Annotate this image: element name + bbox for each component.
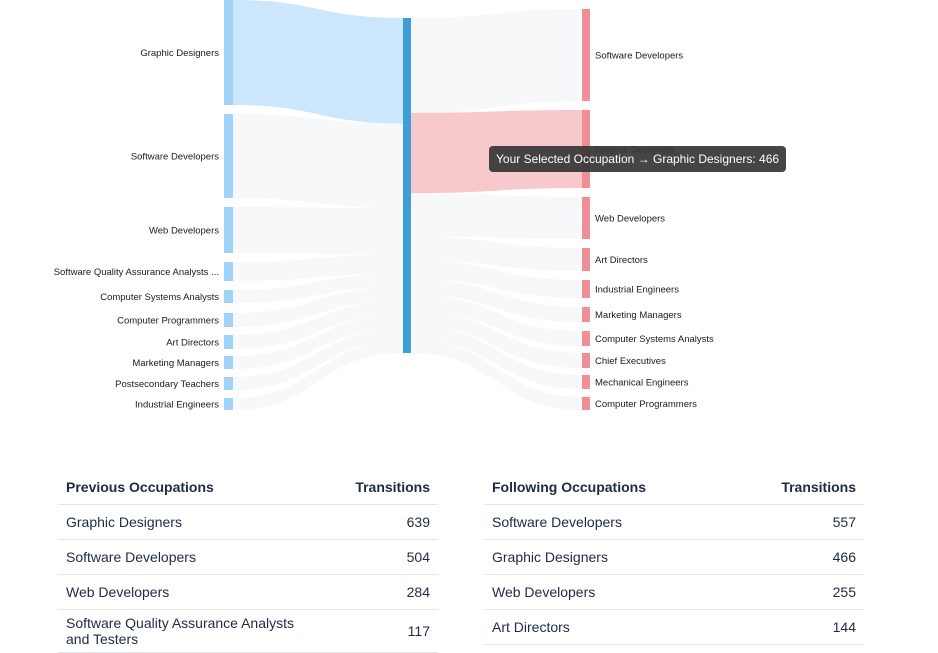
incoming-link[interactable] bbox=[233, 286, 403, 327]
following-occupation-node[interactable] bbox=[582, 280, 590, 298]
outgoing-link[interactable] bbox=[411, 325, 582, 389]
previous-occupation-node[interactable] bbox=[224, 0, 233, 105]
following-occupation-label: Chief Executives bbox=[595, 356, 666, 367]
incoming-link[interactable] bbox=[233, 300, 403, 349]
previous-occupation-node[interactable] bbox=[224, 313, 233, 327]
previous-occupations-table: Previous Occupations Transitions Graphic… bbox=[58, 470, 438, 653]
incoming-link[interactable] bbox=[233, 207, 403, 255]
incoming-link[interactable] bbox=[233, 254, 403, 281]
previous-occupation-label: Software Quality Assurance Analysts ... bbox=[54, 267, 219, 278]
transition-count: 466 bbox=[832, 549, 856, 565]
outgoing-link[interactable] bbox=[411, 294, 582, 346]
following-occupation-label: Software Developers bbox=[595, 51, 683, 62]
incoming-link[interactable] bbox=[233, 114, 403, 209]
previous-occupation-label: Postsecondary Teachers bbox=[115, 379, 219, 390]
center-node[interactable] bbox=[403, 18, 411, 353]
previous-occupation-node[interactable] bbox=[224, 356, 233, 369]
occupation-name: Graphic Designers bbox=[492, 549, 608, 565]
previous-occupation-node[interactable] bbox=[224, 335, 233, 349]
following-occupation-node[interactable] bbox=[582, 197, 590, 239]
outgoing-link[interactable] bbox=[411, 236, 582, 271]
previous-occupation-label: Web Developers bbox=[149, 226, 219, 237]
transition-count: 504 bbox=[406, 549, 430, 565]
previous-occupations-heading: Previous Occupations bbox=[66, 479, 214, 495]
outgoing-link[interactable] bbox=[411, 309, 582, 368]
following-occupation-label: Industrial Engineers bbox=[595, 285, 679, 296]
following-occupation-node[interactable] bbox=[582, 331, 590, 346]
following-occupation-node[interactable] bbox=[582, 353, 590, 368]
following-occupation-node[interactable] bbox=[582, 397, 590, 410]
previous-occupation-label: Computer Systems Analysts bbox=[100, 292, 219, 303]
table-row[interactable]: Graphic Designers 639 bbox=[58, 505, 438, 540]
incoming-link[interactable] bbox=[233, 273, 403, 303]
transitions-heading: Transitions bbox=[781, 479, 856, 495]
following-occupation-label: Mechanical Engineers bbox=[595, 378, 689, 389]
transition-count: 144 bbox=[832, 619, 856, 635]
previous-occupation-node[interactable] bbox=[224, 398, 233, 410]
following-occupation-label: Computer Systems Analysts bbox=[595, 334, 714, 345]
occupation-name: Software Quality Assurance Analysts and … bbox=[66, 615, 294, 647]
following-occupation-label: Art Directors bbox=[595, 255, 648, 266]
previous-table-header: Previous Occupations Transitions bbox=[58, 470, 438, 505]
table-row[interactable]: Art Directors 144 bbox=[484, 610, 864, 645]
following-occupations-heading: Following Occupations bbox=[492, 479, 646, 495]
occupation-name: Art Directors bbox=[492, 619, 570, 635]
sankey-nodes: Graphic Designers Software Developers Web … bbox=[54, 0, 714, 411]
transition-count: 117 bbox=[407, 623, 430, 639]
table-row[interactable]: Software Developers 557 bbox=[484, 505, 864, 540]
previous-occupation-node[interactable] bbox=[224, 262, 233, 281]
table-row[interactable]: Software Developers 504 bbox=[58, 540, 438, 575]
outgoing-link[interactable] bbox=[411, 193, 582, 239]
following-occupation-node[interactable] bbox=[582, 248, 590, 271]
outgoing-link[interactable] bbox=[411, 278, 582, 322]
incoming-link[interactable] bbox=[233, 314, 403, 369]
following-occupation-label: Marketing Managers bbox=[595, 310, 682, 321]
previous-occupation-label: Software Developers bbox=[131, 152, 219, 163]
transition-count: 557 bbox=[832, 514, 856, 530]
previous-occupation-node[interactable] bbox=[224, 290, 233, 303]
table-row[interactable]: Web Developers 284 bbox=[58, 575, 438, 610]
following-occupation-node[interactable] bbox=[582, 307, 590, 322]
previous-occupation-label: Computer Programmers bbox=[117, 316, 219, 327]
table-row[interactable]: Web Developers 255 bbox=[484, 575, 864, 610]
following-occupation-node[interactable] bbox=[582, 375, 590, 389]
following-table-header: Following Occupations Transitions bbox=[484, 470, 864, 505]
occupation-name: Graphic Designers bbox=[66, 514, 182, 530]
transition-count: 284 bbox=[406, 584, 430, 600]
following-occupation-label: Computer Programmers bbox=[595, 399, 697, 410]
previous-occupation-node[interactable] bbox=[224, 114, 233, 198]
previous-occupation-label: Industrial Engineers bbox=[135, 400, 219, 411]
occupation-name: Software Developers bbox=[66, 549, 196, 565]
following-occupations-table: Following Occupations Transitions Softwa… bbox=[484, 470, 864, 645]
transition-count: 255 bbox=[832, 584, 856, 600]
previous-occupation-node[interactable] bbox=[224, 207, 233, 253]
incoming-link[interactable] bbox=[233, 340, 403, 410]
previous-occupation-label: Art Directors bbox=[166, 338, 219, 349]
sankey-tooltip: Your Selected Occupation → Graphic Desig… bbox=[489, 146, 787, 172]
occupation-name: Software Developers bbox=[492, 514, 622, 530]
occupation-name: Web Developers bbox=[492, 584, 596, 600]
previous-occupation-node[interactable] bbox=[224, 377, 233, 390]
outgoing-link[interactable] bbox=[411, 260, 582, 298]
transition-count: 639 bbox=[406, 514, 430, 530]
incoming-link[interactable] bbox=[233, 0, 403, 124]
table-row[interactable]: Software Quality Assurance Analysts and … bbox=[58, 610, 438, 653]
table-row[interactable]: Graphic Designers 466 bbox=[484, 540, 864, 575]
outgoing-link[interactable] bbox=[411, 9, 582, 113]
outgoing-link[interactable] bbox=[411, 339, 582, 410]
following-occupation-node[interactable] bbox=[582, 9, 590, 101]
previous-occupation-label: Graphic Designers bbox=[140, 48, 219, 59]
occupation-sankey-diagram: Graphic Designers Software Developers Web … bbox=[54, 0, 714, 411]
previous-occupation-label: Marketing Managers bbox=[132, 358, 219, 369]
following-occupation-label: Web Developers bbox=[595, 214, 665, 225]
transitions-heading: Transitions bbox=[355, 479, 430, 495]
incoming-link[interactable] bbox=[233, 327, 403, 390]
occupation-name: Web Developers bbox=[66, 584, 170, 600]
